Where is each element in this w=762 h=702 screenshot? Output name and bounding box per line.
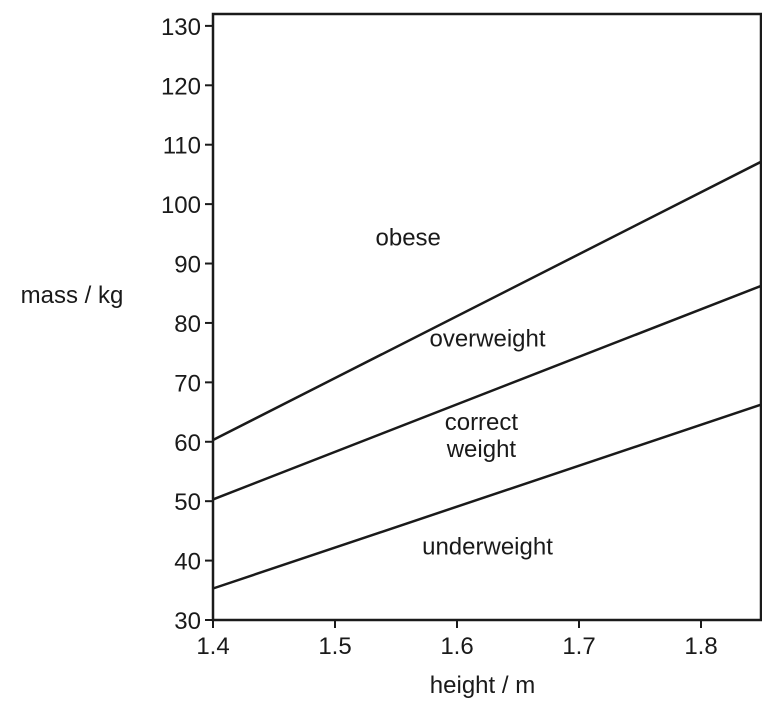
y-tick-label: 70 bbox=[174, 370, 201, 397]
y-tick-label: 30 bbox=[174, 608, 201, 635]
region-labels: obese overweight correct weight underweight bbox=[376, 225, 554, 561]
x-tick-label: 1.4 bbox=[196, 633, 229, 660]
y-axis-title: mass / kg bbox=[21, 282, 124, 309]
y-tick-label: 60 bbox=[174, 430, 201, 457]
y-axis-ticks: 30 40 50 60 70 80 90 100 110 120 130 bbox=[161, 14, 213, 635]
y-tick-label: 80 bbox=[174, 311, 201, 338]
y-tick-label: 40 bbox=[174, 549, 201, 576]
series-line-3 bbox=[212, 403, 762, 590]
y-tick-label: 110 bbox=[163, 133, 201, 160]
x-tick-label: 1.5 bbox=[318, 633, 351, 660]
region-label: obese bbox=[376, 225, 441, 252]
x-axis-title: height / m bbox=[430, 672, 535, 699]
y-tick-label: 90 bbox=[174, 252, 201, 279]
x-tick-label: 1.6 bbox=[440, 633, 473, 660]
series-lines bbox=[212, 160, 762, 590]
y-tick-label: 120 bbox=[161, 73, 201, 100]
region-label: overweight bbox=[429, 326, 545, 353]
y-tick-label: 100 bbox=[161, 192, 201, 219]
y-tick-label: 130 bbox=[161, 14, 201, 41]
x-tick-label: 1.7 bbox=[562, 633, 595, 660]
series-line-1 bbox=[212, 160, 762, 442]
x-axis-ticks: 1.4 1.5 1.6 1.7 1.8 bbox=[196, 620, 718, 660]
region-label: correct weight bbox=[445, 409, 519, 463]
plot-frame bbox=[211, 12, 762, 622]
y-tick-label: 50 bbox=[174, 489, 201, 516]
series-line-2 bbox=[212, 284, 762, 501]
x-tick-label: 1.8 bbox=[684, 633, 717, 660]
region-label: underweight bbox=[422, 534, 553, 561]
